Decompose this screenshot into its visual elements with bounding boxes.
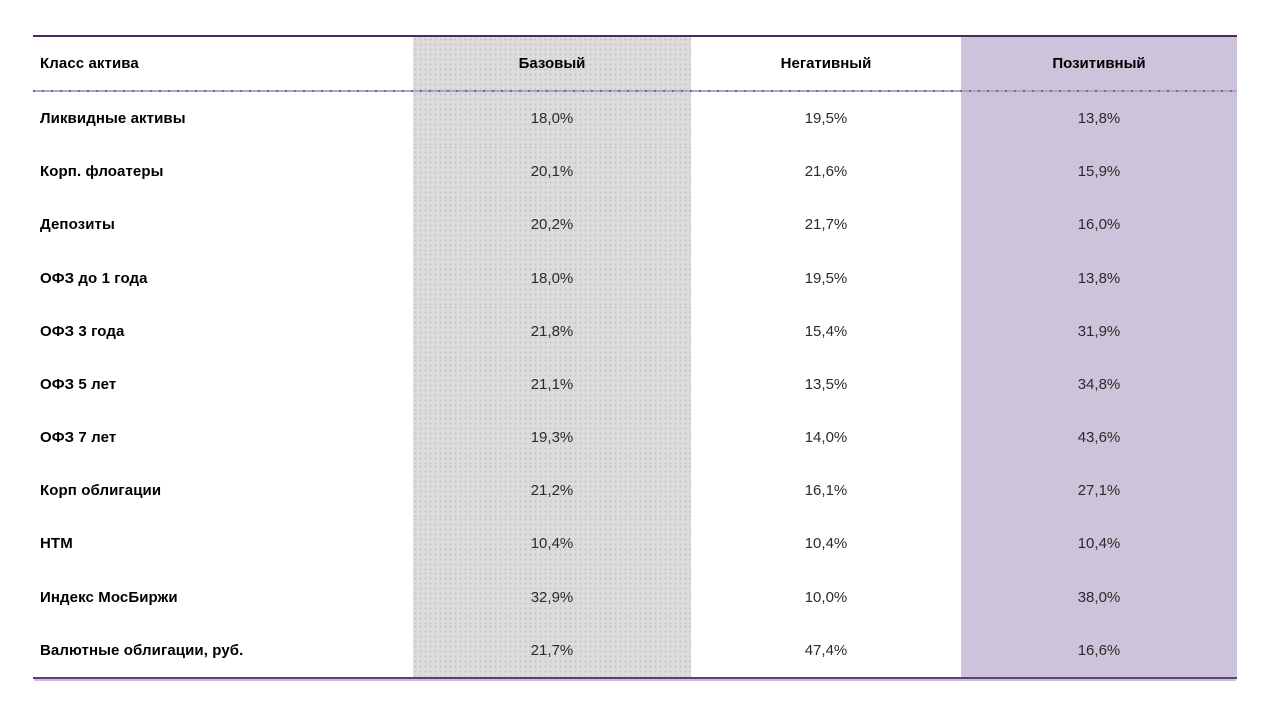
base-scenario-value: 20,2% — [413, 198, 691, 252]
table-row: Валютные облигации, руб. 21,7% 47,4% 16,… — [33, 623, 1237, 677]
base-scenario-value: 21,7% — [413, 623, 691, 677]
table-row: ОФЗ до 1 года 18,0% 19,5% 13,8% — [33, 251, 1237, 305]
positive-scenario-value: 34,8% — [961, 357, 1237, 412]
positive-scenario-value: 16,6% — [961, 623, 1237, 677]
negative-scenario-value: 10,0% — [804, 588, 848, 606]
scenario-allocation-table: Класс актива Базовый Негативный Позитивн… — [33, 35, 1237, 679]
base-scenario-value: 32,9% — [413, 570, 691, 624]
positive-scenario-value: 15,9% — [961, 145, 1237, 199]
table-row: Ликвидные активы 18,0% 19,5% 13,8% — [33, 92, 1237, 146]
table-row: Индекс МосБиржи 32,9% 10,0% 38,0% — [33, 570, 1237, 624]
column-header-positive-scenario: Позитивный — [961, 37, 1237, 90]
base-scenario-value: 21,8% — [413, 304, 691, 358]
asset-class-label: ОФЗ 3 года — [40, 322, 125, 340]
base-scenario-value: 18,0% — [413, 92, 691, 146]
asset-class-label: Депозиты — [40, 216, 115, 234]
asset-class-label: HTM — [40, 535, 73, 553]
positive-scenario-value: 43,6% — [961, 411, 1237, 465]
asset-class-label: ОФЗ до 1 года — [40, 269, 148, 287]
negative-scenario-value: 21,6% — [804, 163, 848, 181]
positive-scenario-value: 13,8% — [961, 251, 1237, 305]
table-row: ОФЗ 3 года 21,8% 15,4% 31,9% — [33, 304, 1237, 358]
positive-scenario-value: 31,9% — [961, 304, 1237, 358]
asset-class-label: Ликвидные активы — [40, 110, 186, 128]
negative-scenario-value: 13,5% — [804, 375, 848, 393]
table-row: ОФЗ 5 лет 21,1% 13,5% 34,8% — [33, 357, 1237, 412]
asset-class-label: Корп облигации — [40, 482, 162, 500]
base-scenario-value: 21,1% — [413, 357, 691, 412]
table-row: HTM 10,4% 10,4% 10,4% — [33, 517, 1237, 571]
column-header-negative-scenario: Негативный — [780, 55, 872, 72]
column-header-base-scenario: Базовый — [413, 37, 691, 90]
table-body: Ликвидные активы 18,0% 19,5% 13,8% Корп.… — [33, 92, 1237, 677]
base-scenario-value: 10,4% — [413, 517, 691, 571]
negative-scenario-value: 15,4% — [804, 322, 848, 340]
negative-scenario-value: 19,5% — [804, 110, 848, 128]
column-header-asset-class: Класс актива — [40, 55, 139, 72]
asset-class-label: ОФЗ 5 лет — [40, 375, 117, 393]
asset-class-label: Корп. флоатеры — [40, 163, 164, 181]
asset-class-label: Валютные облигации, руб. — [40, 641, 244, 659]
positive-scenario-value: 13,8% — [961, 92, 1237, 146]
base-scenario-value: 21,2% — [413, 464, 691, 518]
positive-scenario-value: 27,1% — [961, 464, 1237, 518]
table-row: Корп. флоатеры 20,1% 21,6% 15,9% — [33, 145, 1237, 199]
negative-scenario-value: 19,5% — [804, 269, 848, 287]
asset-class-label: ОФЗ 7 лет — [40, 429, 117, 447]
negative-scenario-value: 14,0% — [804, 429, 848, 447]
table-row: Корп облигации 21,2% 16,1% 27,1% — [33, 464, 1237, 518]
table-row: ОФЗ 7 лет 19,3% 14,0% 43,6% — [33, 411, 1237, 465]
negative-scenario-value: 16,1% — [804, 482, 848, 500]
table-header-row: Класс актива Базовый Негативный Позитивн… — [33, 37, 1237, 90]
negative-scenario-value: 10,4% — [804, 535, 848, 553]
positive-scenario-value: 16,0% — [961, 198, 1237, 252]
positive-scenario-value: 10,4% — [961, 517, 1237, 571]
asset-class-label: Индекс МосБиржи — [40, 588, 178, 606]
base-scenario-value: 19,3% — [413, 411, 691, 465]
positive-scenario-value: 38,0% — [961, 570, 1237, 624]
negative-scenario-value: 21,7% — [804, 216, 848, 234]
base-scenario-value: 20,1% — [413, 145, 691, 199]
base-scenario-value: 18,0% — [413, 251, 691, 305]
negative-scenario-value: 47,4% — [804, 641, 848, 659]
header-divider-line — [33, 90, 1237, 92]
table-row: Депозиты 20,2% 21,7% 16,0% — [33, 198, 1237, 252]
